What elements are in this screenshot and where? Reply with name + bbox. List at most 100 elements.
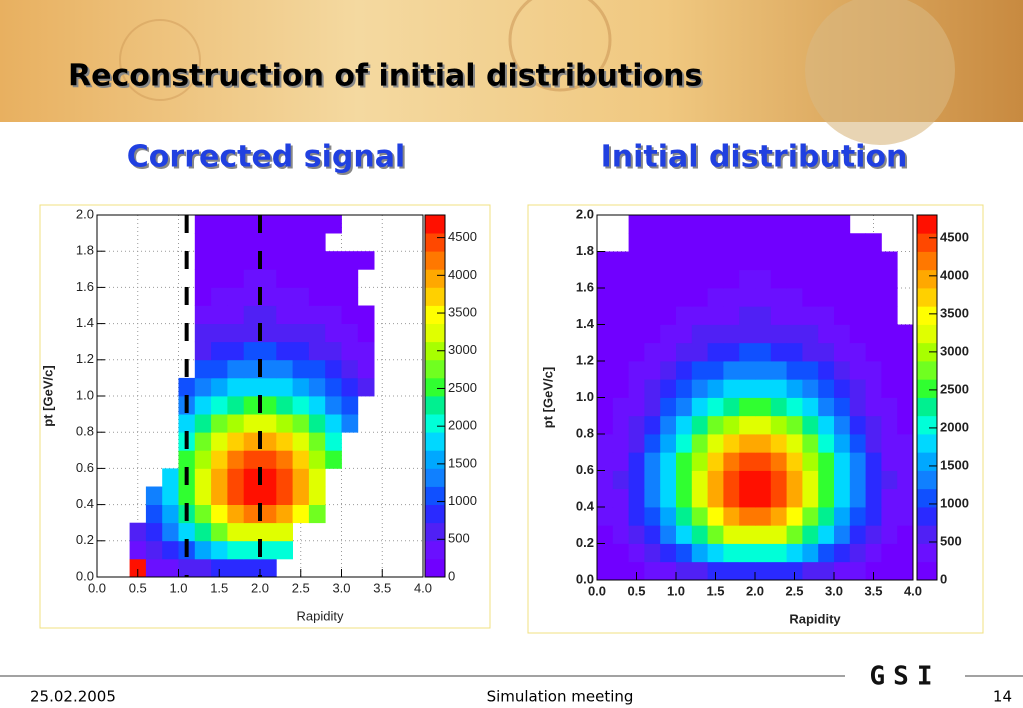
heatmap-cell — [660, 543, 677, 563]
y-tick-label: 0.8 — [76, 424, 94, 439]
heatmap-cell — [881, 379, 898, 398]
heatmap-cell — [260, 359, 277, 379]
heatmap-cell — [849, 342, 866, 362]
heatmap-cell — [628, 324, 645, 344]
heatmap-cell — [227, 305, 245, 324]
heatmap-cell — [211, 504, 228, 524]
heatmap-cell — [292, 269, 310, 288]
heatmap-cell — [211, 251, 228, 270]
heatmap-cell — [129, 522, 147, 542]
x-tick-label: 3.0 — [332, 580, 350, 595]
heatmap-cell — [325, 359, 342, 379]
heatmap-cell — [597, 488, 614, 508]
heatmap-cell — [849, 379, 866, 398]
heatmap-cell — [211, 486, 228, 505]
heatmap-cell — [276, 540, 293, 560]
heatmap-cell — [723, 415, 740, 435]
footer-date: 25.02.2005 — [30, 688, 116, 706]
heatmap-cell — [834, 543, 851, 563]
heatmap-cell — [194, 269, 212, 288]
heatmap-cell — [755, 215, 772, 234]
heatmap-cell — [881, 251, 898, 271]
heatmap-cell — [260, 377, 277, 397]
heatmap-cell — [628, 306, 645, 325]
heatmap-cell — [341, 377, 359, 397]
heatmap-cell — [691, 306, 708, 325]
heatmap-cell — [691, 269, 708, 289]
heatmap-cell — [308, 233, 326, 252]
heatmap-cell — [834, 233, 851, 252]
x-axis-title: Rapidity — [789, 611, 841, 626]
heatmap-cell — [227, 359, 245, 379]
heatmap-cell — [612, 434, 629, 453]
heatmap-cell — [145, 504, 163, 524]
colorbar-band — [425, 504, 445, 524]
heatmap-cell — [129, 540, 147, 560]
heatmap-cell — [834, 507, 851, 526]
heatmap-cell — [723, 306, 740, 325]
heatmap-cell — [881, 342, 898, 362]
heatmap-cell — [243, 215, 261, 234]
heatmap-cell — [597, 324, 614, 344]
y-tick-label: 0.0 — [76, 568, 94, 583]
y-tick-label: 1.2 — [576, 352, 594, 367]
heatmap-cell — [227, 468, 245, 487]
heatmap-cell — [881, 306, 898, 325]
heatmap-cell — [660, 215, 677, 234]
x-tick-label: 1.0 — [667, 583, 685, 598]
heatmap-cell — [676, 507, 693, 526]
heatmap-cell — [628, 251, 645, 271]
heatmap-cell — [897, 507, 914, 526]
heatmap-cell — [897, 543, 914, 563]
heatmap-cell — [676, 215, 693, 234]
heatmap-cell — [865, 379, 882, 398]
heatmap-cell — [357, 323, 375, 343]
heatmap-cell — [612, 306, 629, 325]
heatmap-cell — [227, 504, 245, 524]
heatmap-cell — [818, 379, 835, 398]
heatmap-cell — [628, 525, 645, 544]
heatmap-cell — [660, 342, 677, 362]
heatmap-cell — [865, 488, 882, 508]
heatmap-cell — [755, 306, 772, 325]
heatmap-cell — [818, 488, 835, 508]
heatmap-cell — [227, 323, 245, 343]
colorbar-label: 2000 — [448, 418, 477, 433]
colorbar-band — [917, 507, 937, 526]
heatmap-cell — [628, 342, 645, 362]
heatmap-cell — [865, 397, 882, 417]
heatmap-cell — [834, 215, 851, 234]
heatmap-cell — [786, 452, 803, 471]
heatmap-cell — [834, 452, 851, 471]
heatmap-cell — [162, 540, 179, 560]
heatmap-cell — [628, 415, 645, 435]
heatmap-cell — [644, 233, 661, 252]
heatmap-cell — [723, 525, 740, 544]
heatmap-cell — [818, 415, 835, 435]
heatmap-cell — [292, 396, 310, 415]
heatmap-cell — [707, 470, 724, 490]
heatmap-cell — [865, 251, 882, 271]
heatmap-cell — [227, 377, 245, 397]
x-tick-label: 3.5 — [373, 580, 391, 595]
heatmap-cell — [276, 341, 293, 361]
heatmap-cell — [260, 450, 277, 469]
heatmap-cell — [723, 324, 740, 344]
heatmap-cell — [660, 397, 677, 417]
heatmap-cell — [260, 486, 277, 505]
heatmap-cell — [612, 361, 629, 380]
heatmap-cell — [597, 543, 614, 563]
heatmap-cell — [597, 306, 614, 325]
heatmap-cell — [660, 488, 677, 508]
heatmap-cell — [755, 379, 772, 398]
heatmap-cell — [770, 470, 787, 490]
heatmap-cell — [243, 468, 261, 487]
heatmap-cell — [341, 323, 359, 343]
y-tick-label: 2.0 — [76, 206, 94, 221]
heatmap-cell — [325, 305, 342, 324]
heatmap-cell — [739, 452, 756, 471]
heatmap-cell — [325, 377, 342, 397]
heatmap-cell — [755, 415, 772, 435]
heatmap-cell — [818, 288, 835, 307]
colorbar-band — [425, 468, 445, 487]
